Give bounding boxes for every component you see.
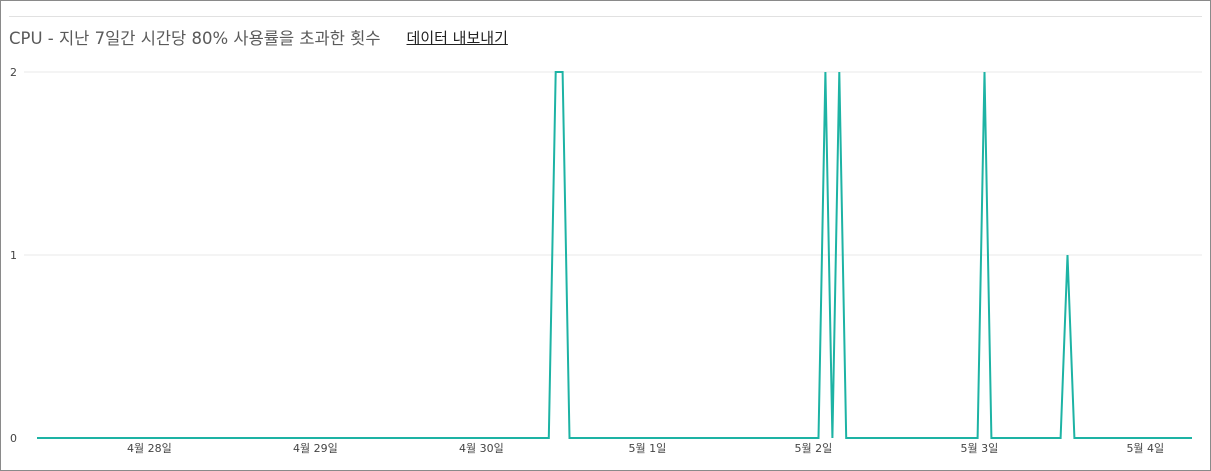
x-tick-label: 5월 3일 <box>960 441 998 455</box>
x-tick-label: 4월 28일 <box>127 441 172 455</box>
y-axis-ticks: 0 1 2 <box>10 66 17 445</box>
x-axis-ticks: 4월 28일 4월 29일 4월 30일 5월 1일 5월 2일 5월 3일 5월 4일 <box>127 441 1164 455</box>
chart-header: CPU - 지난 7일간 시간당 80% 사용률을 초과한 횟수 데이터 내보내… <box>9 25 508 49</box>
x-tick-label: 5월 4일 <box>1126 441 1164 455</box>
x-tick-label: 4월 30일 <box>459 441 504 455</box>
x-tick-label: 4월 29일 <box>293 441 338 455</box>
series-group <box>37 71 1192 439</box>
x-tick-label: 5월 1일 <box>628 441 666 455</box>
divider <box>9 16 1202 17</box>
chart-title: CPU - 지난 7일간 시간당 80% 사용률을 초과한 횟수 <box>9 29 381 48</box>
y-tick-label: 0 <box>10 432 17 445</box>
y-tick-label: 1 <box>10 249 17 262</box>
gridlines <box>24 71 1202 256</box>
series-line-0 <box>37 71 1192 439</box>
export-data-link[interactable]: 데이터 내보내기 <box>406 28 508 47</box>
y-tick-label: 2 <box>10 66 17 79</box>
x-tick-label: 5월 2일 <box>794 441 832 455</box>
